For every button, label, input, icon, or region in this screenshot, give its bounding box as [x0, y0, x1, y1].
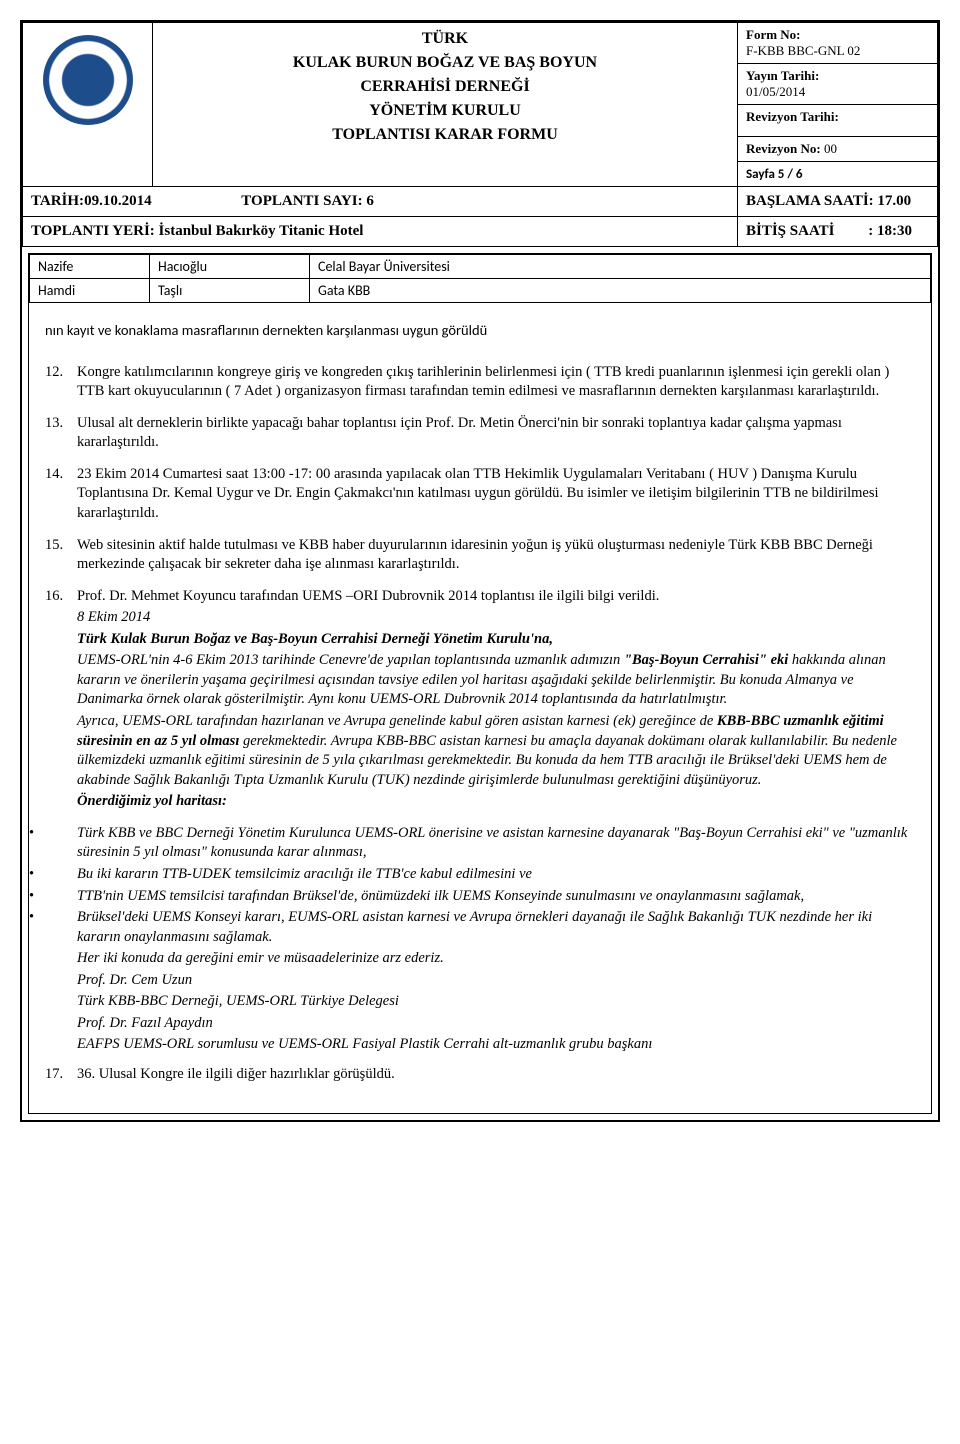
form-no-label: Form No: — [746, 27, 801, 42]
sig2: Prof. Dr. Fazıl Apaydın — [77, 1014, 915, 1034]
meta-sayfa: Sayfa 5 / 6 — [738, 162, 938, 187]
form-no-value: F-KBB BBC-GNL 02 — [746, 43, 860, 58]
bitis-value: : 18:30 — [868, 223, 912, 239]
org-line2: KULAK BURUN BOĞAZ VE BAŞ BOYUN — [161, 51, 729, 75]
bullet-4-text: Brüksel'deki UEMS Konseyi kararı, EUMS-O… — [77, 909, 872, 945]
rev-no-value: 00 — [824, 141, 837, 156]
rev-tarihi-label: Revizyon Tarihi: — [746, 109, 839, 124]
sayfa-value: Sayfa 5 / 6 — [746, 167, 802, 182]
baslama-label: BAŞLAMA SAATİ: — [746, 193, 874, 209]
item-text: Kongre katılımcılarının kongreye giriş v… — [77, 364, 889, 400]
recommendations-list: Türk KBB ve BBC Derneği Yönetim Kurulunc… — [45, 824, 915, 1055]
toplanti-sayi-value: 6 — [366, 193, 374, 209]
toplanti-sayi-label: TOPLANTI SAYI: — [241, 193, 362, 209]
rev-no-label: Revizyon No: — [746, 141, 821, 156]
item-lead: Prof. Dr. Mehmet Koyuncu tarafından UEMS… — [77, 588, 659, 604]
bullet-3: TTB'nin UEMS temsilcisi tarafından Brüks… — [45, 887, 915, 907]
item-16-p2: Ayrıca, UEMS-ORL tarafından hazırlanan v… — [77, 712, 915, 790]
meta-rev-no: Revizyon No: 00 — [738, 137, 938, 162]
list-item-15: 15. Web sitesinin aktif halde tutulması … — [45, 536, 915, 575]
tarih-label: TARİH: — [31, 193, 84, 209]
baslama-value: 17.00 — [877, 193, 911, 209]
item-text: 23 Ekim 2014 Cumartesi saat 13:00 -17: 0… — [77, 466, 879, 521]
signature-block: Her iki konuda da gereğini emir ve müsaa… — [77, 949, 915, 1055]
body-text: nın kayıt ve konaklama masraflarının der… — [29, 303, 931, 1113]
info-bitis: BİTİŞ SAATİ : 18:30 — [738, 217, 938, 247]
item-number: 13. — [45, 414, 63, 434]
item-number: 15. — [45, 536, 63, 556]
org-line5: TOPLANTISI KARAR FORMU — [161, 123, 729, 147]
p1a: UEMS-ORL'nin 4-6 Ekim 2013 tarihinde Cen… — [77, 652, 624, 668]
item-text: Ulusal alt derneklerin birlikte yapacağı… — [77, 415, 842, 451]
sig1: Prof. Dr. Cem Uzun — [77, 971, 915, 991]
logo-cell — [23, 23, 153, 187]
item-text: Web sitesinin aktif halde tutulması ve K… — [77, 537, 873, 573]
item-16-addr: Türk Kulak Burun Boğaz ve Baş-Boyun Cerr… — [77, 630, 915, 650]
yer-label: TOPLANTI YERİ: — [31, 223, 155, 239]
sig1-role: Türk KBB-BBC Derneği, UEMS-ORL Türkiye D… — [77, 992, 915, 1012]
name-first: Hamdi — [30, 279, 150, 303]
table-row: Hamdi Taşlı Gata KBB — [30, 279, 931, 303]
item-text: 36. Ulusal Kongre ile ilgili diğer hazır… — [77, 1066, 395, 1082]
name-last: Taşlı — [150, 279, 310, 303]
item-number: 14. — [45, 465, 63, 485]
bitis-label: BİTİŞ SAATİ — [746, 223, 835, 239]
item-16-p1: UEMS-ORL'nin 4-6 Ekim 2013 tarihinde Cen… — [77, 651, 915, 710]
item-number: 16. — [45, 587, 63, 607]
list-item-17: 17. 36. Ulusal Kongre ile ilgili diğer h… — [45, 1065, 915, 1085]
p1b: "Baş-Boyun Cerrahisi" eki — [624, 652, 788, 668]
list-item-13: 13. Ulusal alt derneklerin birlikte yapa… — [45, 414, 915, 453]
content-wrap: Nazife Hacıoğlu Celal Bayar Üniversitesi… — [28, 253, 932, 1114]
yayin-value: 01/05/2014 — [746, 84, 805, 99]
p2a: Ayrıca, UEMS-ORL tarafından hazırlanan v… — [77, 713, 717, 729]
org-line1: TÜRK — [161, 27, 729, 51]
list-item-16: 16. Prof. Dr. Mehmet Koyuncu tarafından … — [45, 587, 915, 812]
org-title-cell: TÜRK KULAK BURUN BOĞAZ VE BAŞ BOYUN CERR… — [153, 23, 738, 187]
decision-list-cont: 17. 36. Ulusal Kongre ile ilgili diğer h… — [45, 1065, 915, 1085]
yer-value: İstanbul Bakırköy Titanic Hotel — [159, 223, 364, 239]
table-row: Nazife Hacıoğlu Celal Bayar Üniversitesi — [30, 255, 931, 279]
names-table: Nazife Hacıoğlu Celal Bayar Üniversitesi… — [29, 254, 931, 303]
yayin-label: Yayın Tarihi: — [746, 68, 819, 83]
item-number: 17. — [45, 1065, 63, 1085]
rec-title: Önerdiğimiz yol haritası: — [77, 792, 915, 812]
meta-rev-tarihi: Revizyon Tarihi: — [738, 105, 938, 137]
header-table: TÜRK KULAK BURUN BOĞAZ VE BAŞ BOYUN CERR… — [22, 22, 938, 247]
tarih-value: 09.10.2014 — [84, 193, 152, 209]
info-yer: TOPLANTI YERİ: İstanbul Bakırköy Titanic… — [23, 217, 738, 247]
bullet-4: Brüksel'deki UEMS Konseyi kararı, EUMS-O… — [45, 908, 915, 1055]
org-logo — [43, 35, 133, 125]
name-last: Hacıoğlu — [150, 255, 310, 279]
meta-yayin: Yayın Tarihi: 01/05/2014 — [738, 64, 938, 105]
item-16-date: 8 Ekim 2014 — [77, 608, 915, 628]
info-tarih-sayi: TARİH:09.10.2014 TOPLANTI SAYI: 6 — [23, 187, 738, 217]
info-baslama: BAŞLAMA SAATİ: 17.00 — [738, 187, 938, 217]
sig2-role: EAFPS UEMS-ORL sorumlusu ve UEMS-ORL Fas… — [77, 1035, 915, 1055]
closing: Her iki konuda da gereğini emir ve müsaa… — [77, 949, 915, 969]
name-affil: Celal Bayar Üniversitesi — [310, 255, 931, 279]
decision-list: 12. Kongre katılımcılarının kongreye gir… — [45, 363, 915, 812]
name-first: Nazife — [30, 255, 150, 279]
list-item-12: 12. Kongre katılımcılarının kongreye gir… — [45, 363, 915, 402]
name-affil: Gata KBB — [310, 279, 931, 303]
intro-text: nın kayıt ve konaklama masraflarının der… — [45, 321, 915, 341]
bullet-1: Türk KBB ve BBC Derneği Yönetim Kurulunc… — [45, 824, 915, 863]
document-page: TÜRK KULAK BURUN BOĞAZ VE BAŞ BOYUN CERR… — [20, 20, 940, 1122]
org-line4: YÖNETİM KURULU — [161, 99, 729, 123]
org-line3: CERRAHİSİ DERNEĞİ — [161, 75, 729, 99]
meta-form-no: Form No: F-KBB BBC-GNL 02 — [738, 23, 938, 64]
list-item-14: 14. 23 Ekim 2014 Cumartesi saat 13:00 -1… — [45, 465, 915, 524]
bullet-2: Bu iki kararın TTB-UDEK temsilcimiz arac… — [45, 865, 915, 885]
item-number: 12. — [45, 363, 63, 383]
item-16-nested: 8 Ekim 2014 Türk Kulak Burun Boğaz ve Ba… — [77, 608, 915, 812]
